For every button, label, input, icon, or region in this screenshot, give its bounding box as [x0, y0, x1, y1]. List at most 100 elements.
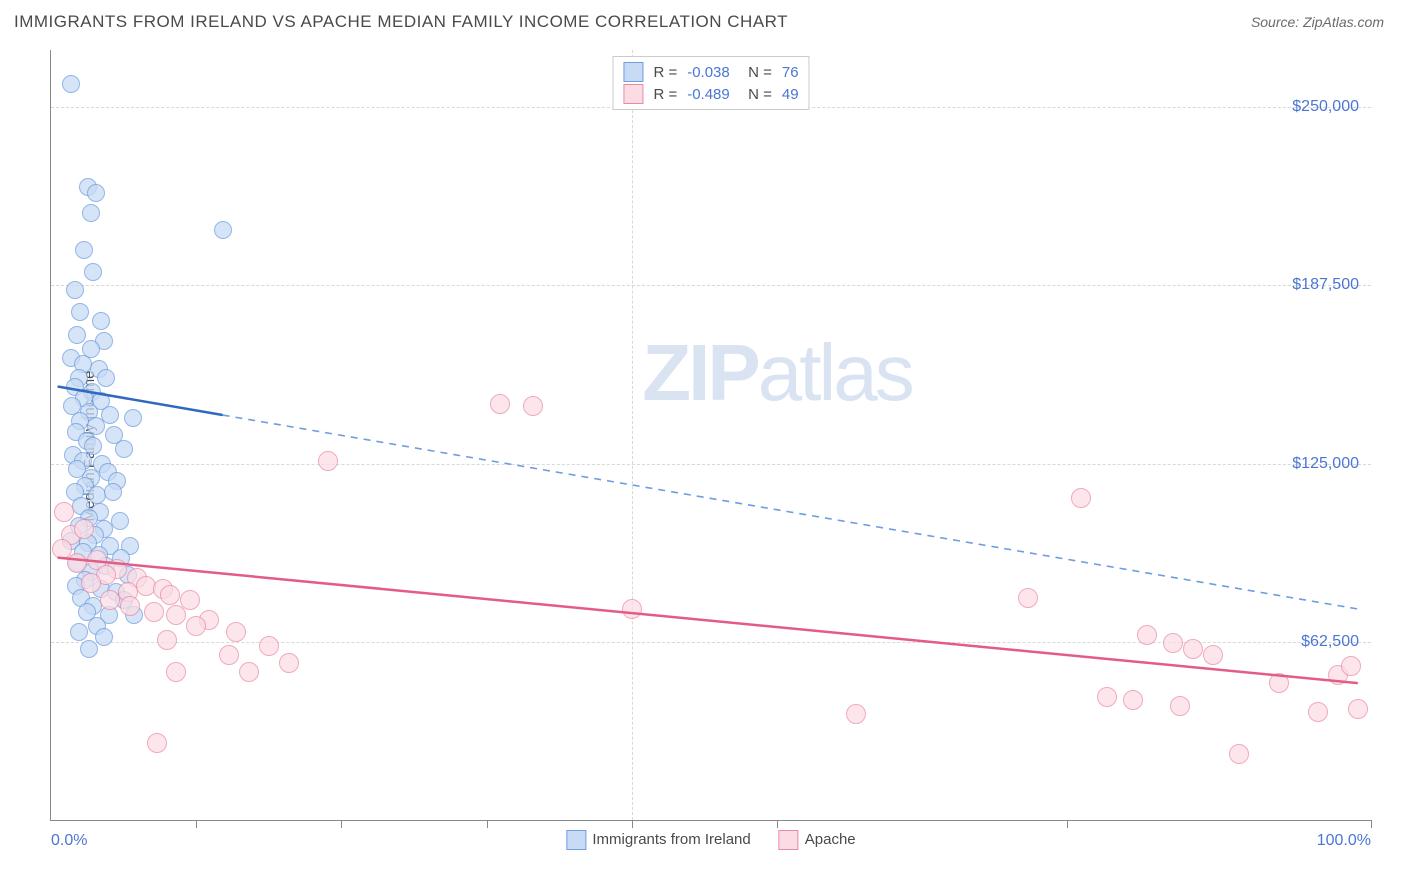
source-attribution: Source: ZipAtlas.com [1251, 14, 1384, 30]
x-tick [1067, 820, 1068, 828]
x-axis-max-label: 100.0% [1317, 832, 1371, 850]
scatter-point-apache [147, 733, 167, 753]
scatter-point-apache [160, 585, 180, 605]
legend-r-value: -0.038 [687, 64, 730, 81]
scatter-point-apache [1163, 633, 1183, 653]
scatter-point-apache [318, 451, 338, 471]
scatter-point-ireland [71, 303, 89, 321]
x-tick [1371, 820, 1372, 828]
scatter-point-ireland [124, 409, 142, 427]
chart-container: IMMIGRANTS FROM IRELAND VS APACHE MEDIAN… [0, 0, 1406, 892]
scatter-point-apache [1170, 696, 1190, 716]
scatter-point-apache [166, 662, 186, 682]
scatter-point-apache [120, 596, 140, 616]
scatter-point-ireland [95, 628, 113, 646]
x-tick [487, 820, 488, 828]
scatter-point-ireland [214, 221, 232, 239]
scatter-point-ireland [84, 263, 102, 281]
scatter-point-apache [1018, 588, 1038, 608]
scatter-point-apache [1269, 673, 1289, 693]
legend-n-label: N = [740, 64, 772, 81]
legend-swatch [566, 830, 586, 850]
scatter-point-apache [157, 630, 177, 650]
scatter-point-ireland [101, 406, 119, 424]
scatter-point-apache [1097, 687, 1117, 707]
scatter-point-apache [1341, 656, 1361, 676]
scatter-point-ireland [70, 623, 88, 641]
watermark-bold: ZIP [642, 328, 757, 417]
scatter-point-ireland [97, 369, 115, 387]
gridline-horizontal [51, 285, 1371, 286]
scatter-point-apache [219, 645, 239, 665]
legend-n-value: 49 [782, 86, 799, 103]
scatter-point-apache [622, 599, 642, 619]
y-tick-label: $62,500 [1301, 633, 1359, 651]
legend-r-label: R = [653, 64, 677, 81]
watermark-light: atlas [758, 328, 912, 417]
watermark: ZIPatlas [642, 327, 911, 419]
correlation-legend-row: R =-0.489 N =49 [623, 83, 798, 105]
scatter-point-ireland [75, 241, 93, 259]
scatter-point-apache [144, 602, 164, 622]
y-tick-label: $187,500 [1292, 276, 1359, 294]
series-legend-item: Immigrants from Ireland [566, 830, 750, 850]
series-legend-label: Immigrants from Ireland [592, 831, 750, 848]
scatter-point-apache [1137, 625, 1157, 645]
series-legend: Immigrants from Ireland Apache [566, 830, 855, 850]
x-tick [196, 820, 197, 828]
scatter-point-ireland [87, 184, 105, 202]
scatter-point-apache [259, 636, 279, 656]
scatter-point-apache [239, 662, 259, 682]
legend-n-value: 76 [782, 64, 799, 81]
source-prefix: Source: [1251, 14, 1303, 30]
x-tick [632, 820, 633, 828]
scatter-point-apache [52, 539, 72, 559]
scatter-point-apache [490, 394, 510, 414]
scatter-point-ireland [115, 440, 133, 458]
scatter-point-apache [54, 502, 74, 522]
scatter-point-apache [1308, 702, 1328, 722]
plot-area: ZIPatlas R =-0.038 N =76R =-0.489 N =49 … [50, 50, 1371, 821]
scatter-point-ireland [62, 75, 80, 93]
scatter-point-ireland [80, 640, 98, 658]
correlation-legend: R =-0.038 N =76R =-0.489 N =49 [612, 56, 809, 110]
scatter-point-ireland [82, 204, 100, 222]
scatter-point-apache [74, 519, 94, 539]
scatter-point-ireland [111, 512, 129, 530]
legend-swatch [623, 62, 643, 82]
scatter-point-apache [226, 622, 246, 642]
scatter-point-apache [523, 396, 543, 416]
x-tick [341, 820, 342, 828]
scatter-point-ireland [68, 326, 86, 344]
x-tick [777, 820, 778, 828]
scatter-point-apache [279, 653, 299, 673]
scatter-point-apache [1229, 744, 1249, 764]
x-axis-min-label: 0.0% [51, 832, 87, 850]
legend-swatch [623, 84, 643, 104]
scatter-point-apache [67, 553, 87, 573]
legend-swatch [779, 830, 799, 850]
y-tick-label: $250,000 [1292, 98, 1359, 116]
scatter-point-apache [1123, 690, 1143, 710]
scatter-point-ireland [104, 483, 122, 501]
series-legend-label: Apache [805, 831, 856, 848]
scatter-point-apache [1183, 639, 1203, 659]
scatter-point-apache [846, 704, 866, 724]
scatter-point-apache [1203, 645, 1223, 665]
legend-n-label: N = [740, 86, 772, 103]
correlation-legend-row: R = -0.038 N = 76 [623, 61, 798, 83]
scatter-point-apache [166, 605, 186, 625]
scatter-point-apache [1348, 699, 1368, 719]
legend-r-label: R = [653, 86, 677, 103]
scatter-point-ireland [92, 312, 110, 330]
scatter-point-ireland [66, 281, 84, 299]
scatter-point-apache [186, 616, 206, 636]
gridline-vertical [632, 50, 633, 820]
y-tick-label: $125,000 [1292, 455, 1359, 473]
gridline-horizontal [51, 464, 1371, 465]
series-legend-item: Apache [779, 830, 856, 850]
scatter-point-apache [81, 573, 101, 593]
source-name: ZipAtlas.com [1303, 14, 1384, 30]
scatter-point-apache [1071, 488, 1091, 508]
chart-title: IMMIGRANTS FROM IRELAND VS APACHE MEDIAN… [14, 12, 788, 32]
